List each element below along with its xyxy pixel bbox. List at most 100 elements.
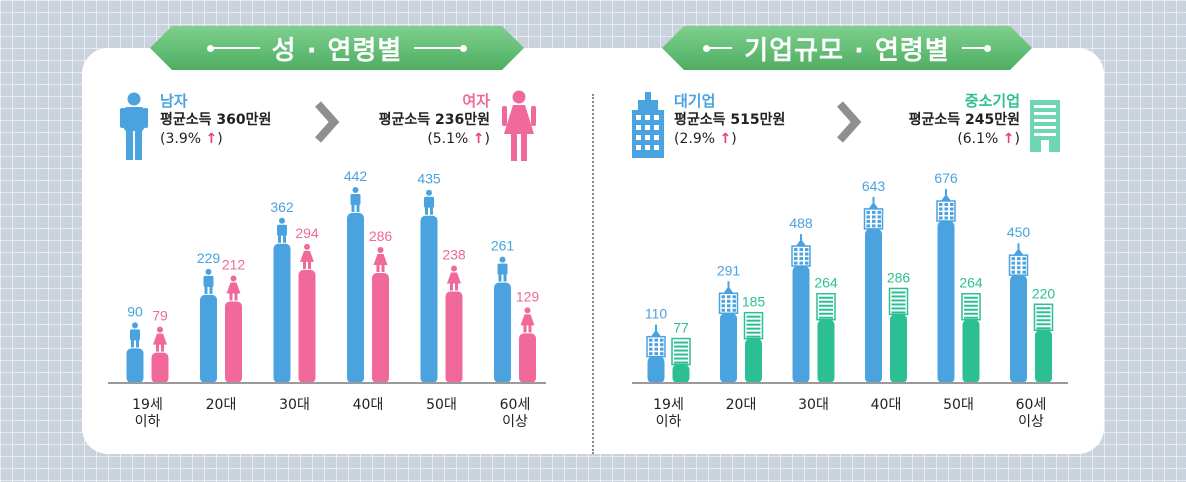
value-label-p1-s0-2: 488 [789, 215, 813, 231]
panel-divider [592, 94, 594, 454]
bar-p1-s0-2 [792, 266, 810, 383]
bar-top-building-icon-1 [718, 281, 739, 315]
bar-p0-s1-5 [519, 333, 536, 383]
value-label-p0-s0-3: 442 [344, 168, 368, 184]
close-paren: ) [217, 131, 223, 147]
x-label-p0-5: 60세 이상 [499, 397, 531, 430]
bar-top-female-icon-5 [520, 307, 535, 333]
bar-top-small-building-icon-4 [961, 292, 981, 321]
banner-deco-right [414, 45, 467, 52]
large-company-legend: 대기업 평균소득 515만원 (2.9% ↑) [674, 92, 785, 149]
male-legend: 남자 평균소득 360만원 (3.9% ↑) [160, 92, 271, 149]
x-label-p1-5: 60세 이상 [1015, 397, 1047, 430]
x-label-p1-1: 20대 [725, 397, 757, 413]
banner-deco-left [703, 45, 732, 52]
value-label-p1-s1-5: 220 [1032, 285, 1056, 301]
x-label-p0-1: 20대 [205, 397, 237, 413]
value-label-p0-s1-5: 129 [516, 288, 540, 304]
small-company-legend-avg: 평균소득 245만원 [908, 112, 1020, 128]
large-company-legend-avg: 평균소득 515만원 [674, 112, 786, 128]
female-legend-change-line: (5.1% ↑) [350, 130, 490, 149]
male-legend-change: (3.9% [160, 131, 206, 147]
bar-p1-s0-0 [647, 356, 665, 383]
bar-top-female-icon-2 [300, 243, 314, 269]
bar-top-building-icon-4 [936, 189, 956, 222]
close-paren: ) [731, 131, 737, 147]
close-paren: ) [484, 131, 490, 147]
right-panel-title-banner: 기업규모 · 연령별 [662, 26, 1032, 70]
value-label-p0-s0-1: 229 [197, 250, 221, 266]
small-building-icon [1030, 100, 1060, 152]
value-label-p1-s1-2: 264 [814, 275, 838, 291]
bar-p0-s1-2 [298, 269, 316, 383]
male-icon [120, 92, 148, 160]
banner-deco-right [962, 45, 991, 52]
x-label-p1-0: 19세 이하 [653, 397, 684, 430]
bar-top-male-icon-4 [424, 189, 434, 215]
banner-deco-left [207, 45, 260, 52]
bar-top-building-icon-5 [1008, 243, 1029, 276]
x-label-p0-2: 30대 [279, 397, 310, 413]
x-label-p0-4: 50대 [426, 397, 457, 413]
bar-p0-s1-3 [372, 273, 389, 383]
bar-top-male-icon-3 [350, 187, 361, 212]
value-label-p1-s0-5: 450 [1007, 224, 1031, 240]
value-label-p0-s1-1: 212 [222, 256, 246, 272]
left-panel-title: 성 · 연령별 [271, 35, 403, 66]
bar-p0-s0-5 [494, 282, 511, 383]
bar-top-building-icon-0 [646, 324, 666, 358]
x-label-p1-3: 40대 [870, 397, 902, 413]
bar-top-male-icon-0 [130, 322, 140, 348]
bar-top-small-building-icon-1 [743, 311, 764, 340]
bar-p1-s0-5 [1010, 275, 1027, 383]
building-icon [632, 92, 664, 158]
bar-p0-s1-1 [225, 301, 242, 383]
large-company-legend-change: (2.9% [674, 131, 720, 147]
chevron-right-icon [837, 101, 862, 143]
bar-top-building-icon-3 [863, 196, 884, 230]
bar-p1-s0-4 [937, 221, 955, 383]
value-label-p1-s1-3: 286 [887, 269, 911, 285]
small-company-legend-change-line: (6.1% ↑) [874, 130, 1020, 149]
value-label-p1-s0-1: 291 [717, 262, 741, 278]
value-label-p1-s0-0: 110 [645, 306, 668, 322]
bar-p1-s1-4 [962, 319, 980, 383]
x-label-p1-2: 30대 [798, 397, 829, 413]
up-arrow-icon: ↑ [205, 131, 218, 147]
value-label-p0-s0-2: 362 [270, 199, 294, 215]
bar-top-male-icon-1 [203, 268, 214, 294]
value-label-p1-s1-1: 185 [742, 294, 766, 310]
bar-p1-s0-1 [720, 313, 737, 383]
bar-p0-s0-4 [420, 215, 438, 383]
up-arrow-icon: ↑ [719, 131, 732, 147]
small-company-legend-name: 중소기업 [964, 92, 1020, 110]
male-legend-avg: 평균소득 360만원 [160, 112, 272, 128]
bar-top-female-icon-4 [447, 265, 461, 291]
x-label-p0-3: 40대 [352, 397, 384, 413]
bar-top-small-building-icon-5 [1033, 303, 1054, 332]
small-company-legend-change: (6.1% [957, 131, 1003, 147]
bar-top-female-icon-0 [153, 326, 167, 352]
up-arrow-icon: ↑ [472, 131, 485, 147]
bar-p1-s1-2 [817, 319, 835, 383]
female-legend: 여자 평균소득 236만원 (5.1% ↑) [350, 92, 490, 149]
value-label-p0-s1-4: 238 [442, 246, 466, 262]
female-legend-name: 여자 [462, 92, 490, 110]
bar-p1-s0-3 [865, 228, 882, 383]
x-label-p1-4: 50대 [943, 397, 974, 413]
bar-top-female-icon-3 [373, 247, 388, 272]
male-legend-name: 남자 [160, 92, 188, 110]
bar-p0-s0-3 [347, 213, 364, 383]
bar-p0-s1-0 [151, 352, 169, 383]
up-arrow-icon: ↑ [1002, 131, 1015, 147]
bar-p0-s0-2 [273, 243, 291, 383]
close-paren: ) [1014, 131, 1020, 147]
large-company-legend-name: 대기업 [674, 92, 716, 110]
value-label-p1-s1-4: 264 [959, 275, 983, 291]
bar-p0-s0-0 [126, 348, 144, 383]
female-legend-avg: 평균소득 236만원 [378, 112, 490, 128]
bar-p1-s1-1 [745, 338, 762, 383]
bar-top-small-building-icon-2 [816, 292, 836, 321]
male-legend-change-line: (3.9% ↑) [160, 130, 271, 149]
